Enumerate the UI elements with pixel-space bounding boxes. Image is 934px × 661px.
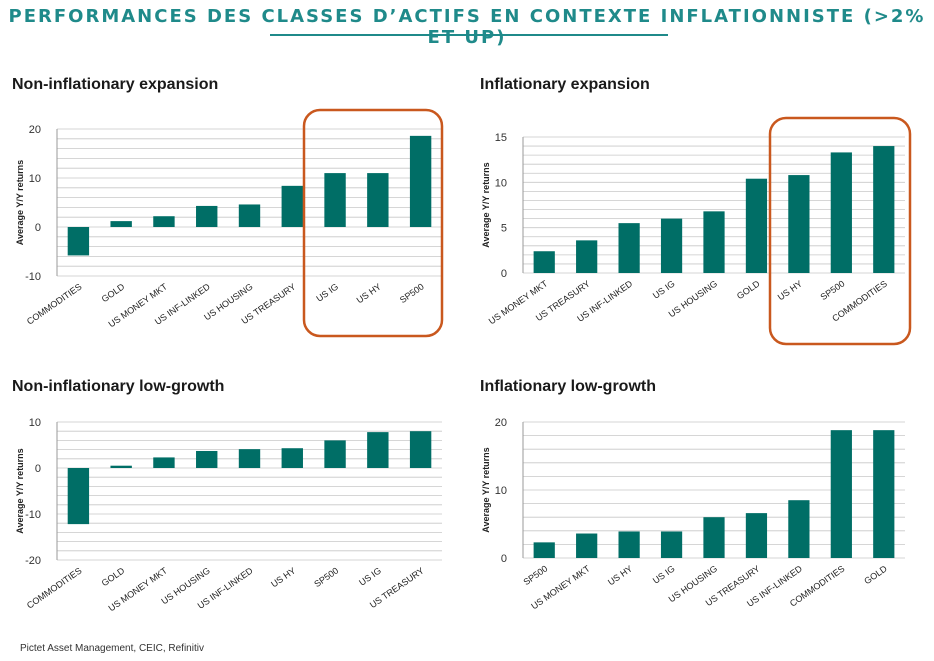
y-tick-label: 20 (495, 417, 507, 429)
bar (409, 135, 432, 227)
bar (618, 223, 640, 273)
bar (703, 211, 725, 273)
x-tick-label: GOLD (735, 278, 762, 301)
chart-panel-inflationary-expansion: Inflationary expansion 15 10 5 0 Average Y/Y… (480, 76, 920, 351)
y-axis-title: Average Y/Y returns (15, 448, 25, 533)
chart-panel-inflationary-low-growth: Inflationary low-growth 20 10 0 Average Y/Y… (480, 378, 920, 628)
bar (196, 205, 218, 227)
bar (67, 468, 90, 525)
x-tick-label: SP500 (819, 278, 847, 302)
bar (367, 173, 389, 227)
x-tick-label: GOLD (100, 565, 127, 588)
chart-title: Inflationary low-growth (480, 378, 656, 395)
x-tick-label: US IG (357, 565, 383, 587)
bar (196, 450, 218, 468)
y-axis-title: Average Y/Y returns (481, 162, 491, 247)
bar (281, 448, 303, 468)
bar (409, 431, 432, 468)
x-tick-label: COMMODITIES (25, 281, 84, 326)
bar (281, 185, 303, 227)
x-tick-label: US IG (651, 278, 677, 300)
bar (660, 218, 683, 273)
bar-chart: 20 10 0 -10 Average Y/Y returns COMMODITIES GO… (15, 108, 444, 338)
y-tick-label: -10 (25, 509, 41, 521)
y-tick-label: 15 (495, 132, 507, 144)
y-tick-label: 0 (35, 463, 41, 475)
bar-chart: 10 0 -10 -20 Average Y/Y returns COMMODITIES G… (15, 417, 442, 613)
x-tick-label: US HY (776, 278, 804, 302)
x-tick-label: US HY (606, 563, 634, 587)
x-tick-label: US HY (269, 565, 297, 589)
bar (153, 216, 175, 227)
bar (110, 221, 132, 227)
y-tick-label: 10 (495, 485, 507, 497)
bar (830, 152, 852, 273)
y-tick-label: 10 (29, 173, 41, 185)
chart-panel-non-inflationary-low-growth: Non-inflationary low-growth 10 0 -10 -20 Ave… (12, 378, 462, 628)
bar (533, 251, 555, 273)
x-tick-label: GOLD (862, 563, 889, 586)
bar (324, 173, 346, 227)
y-tick-label: 20 (29, 124, 41, 136)
chart-title: Non-inflationary expansion (12, 76, 219, 93)
y-tick-label: -10 (25, 271, 41, 283)
bar (324, 440, 346, 468)
highlight-frame (302, 108, 444, 338)
chart-title: Non-inflationary low-growth (12, 378, 225, 395)
bar (238, 449, 261, 468)
chart-title: Inflationary expansion (480, 76, 650, 93)
bar (576, 533, 598, 558)
bar (830, 430, 852, 558)
bar (788, 500, 810, 558)
x-tick-label: GOLD (100, 281, 127, 304)
bar (745, 178, 768, 273)
x-tick-label: SP500 (312, 565, 340, 589)
bar (153, 457, 175, 468)
bar (238, 204, 261, 227)
bar (110, 465, 132, 468)
y-tick-label: 0 (501, 268, 507, 280)
y-tick-label: 10 (29, 417, 41, 429)
page-title: PERFORMANCES DES CLASSES D’ACTIFS EN CON… (8, 6, 926, 48)
x-tick-label: US IG (651, 563, 677, 585)
y-tick-label: -20 (25, 555, 41, 567)
x-tick-label: COMMODITIES (25, 565, 84, 610)
y-tick-label: 0 (501, 553, 507, 565)
highlight-frame (768, 116, 912, 346)
chart-panel-non-inflationary-expansion: Non-inflationary expansion 20 10 0 -10 Avera… (12, 76, 462, 346)
y-tick-label: 10 (495, 177, 507, 189)
title-underline (270, 34, 668, 36)
bar (745, 513, 768, 558)
source-note: Pictet Asset Management, CEIC, Refinitiv (20, 643, 204, 654)
x-tick-label: SP500 (521, 563, 549, 587)
bar (660, 531, 683, 558)
bar (367, 432, 389, 468)
bar (533, 542, 555, 558)
x-tick-label: US IG (314, 281, 340, 303)
bar (576, 240, 598, 273)
y-axis-title: Average Y/Y returns (15, 160, 25, 245)
bar (67, 227, 90, 256)
y-tick-label: 0 (35, 222, 41, 234)
bar (873, 146, 895, 273)
bar (788, 175, 810, 273)
bar (618, 531, 640, 558)
bar (873, 430, 895, 558)
y-tick-label: 5 (501, 223, 507, 235)
x-tick-label: US HY (355, 281, 383, 305)
x-tick-label: SP500 (398, 281, 426, 305)
bar (703, 517, 725, 558)
y-axis-title: Average Y/Y returns (481, 447, 491, 532)
